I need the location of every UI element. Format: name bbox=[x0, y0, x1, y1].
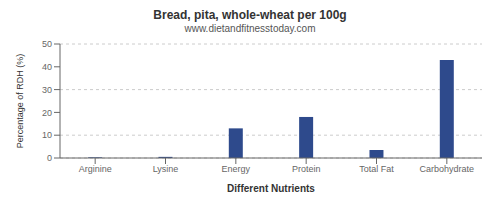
svg-text:Different Nutrients: Different Nutrients bbox=[227, 183, 315, 192]
svg-text:Carbohydrate: Carbohydrate bbox=[420, 164, 475, 174]
svg-text:Total Fat: Total Fat bbox=[359, 164, 394, 174]
html-text:www.dietandfitnesstoday.com: www.dietandfitnesstoday.com bbox=[184, 23, 316, 34]
svg-text:30: 30 bbox=[42, 85, 52, 95]
svg-text:Lysine: Lysine bbox=[153, 164, 179, 174]
html-text:Bread, pita, whole-wheat per 1: Bread, pita, whole-wheat per 100g bbox=[153, 8, 347, 22]
svg-text:40: 40 bbox=[42, 62, 52, 72]
svg-text:0: 0 bbox=[47, 153, 52, 163]
svg-text:Protein: Protein bbox=[292, 164, 321, 174]
svg-text:10: 10 bbox=[42, 130, 52, 140]
svg-text:Arginine: Arginine bbox=[79, 164, 112, 174]
svg-text:20: 20 bbox=[42, 108, 52, 118]
svg-text:Percentage of RDH (%): Percentage of RDH (%) bbox=[15, 54, 25, 149]
svg-text:50: 50 bbox=[42, 39, 52, 49]
svg-text:Energy: Energy bbox=[222, 164, 251, 174]
